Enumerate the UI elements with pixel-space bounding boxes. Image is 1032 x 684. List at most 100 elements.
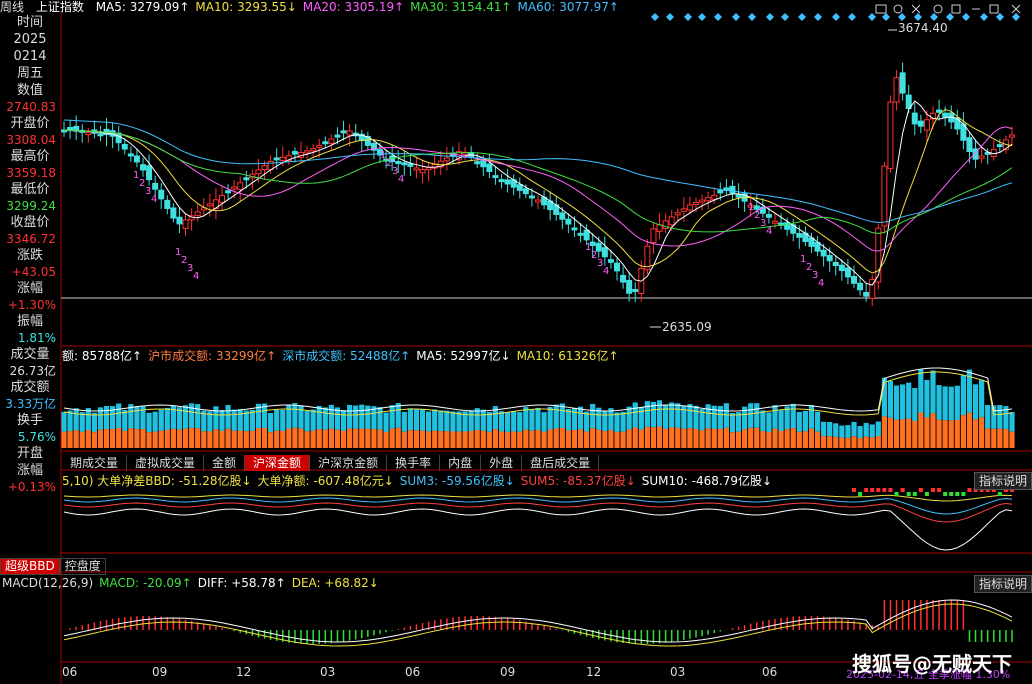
candle <box>869 274 876 307</box>
volume-bar-sz <box>164 407 170 430</box>
status-strip: 2025-02-14,五 全季涨幅 1.30% <box>846 668 1011 681</box>
date-value: 0214 <box>13 49 47 64</box>
candle <box>881 162 888 234</box>
volume-bar-sh <box>67 431 73 448</box>
indicator-tab-0[interactable]: 超级BBD <box>0 558 60 575</box>
eye-icon <box>933 4 943 14</box>
volume-legend-item-0: 额: 85788亿↑ <box>62 349 143 363</box>
volume-bar-sh <box>979 417 985 448</box>
volume-bar-sh <box>893 419 900 448</box>
chart-header: 周线 上证指数 MA5: 3279.09↑ MA10: 3293.55↓ MA20:… <box>0 0 1032 14</box>
toolbar-icon-row[interactable] <box>875 4 1021 14</box>
volume-bar-sz <box>189 403 195 428</box>
macd-legend: MACD(12,26,9) MACD: -20.09↑ DIFF: +58.78↑ D… <box>2 576 385 590</box>
volume-bar-sh <box>110 429 116 448</box>
volume-bar-sh <box>784 429 790 448</box>
candle <box>237 176 244 202</box>
volume-bar-sz <box>614 412 620 432</box>
volume-bar-sh <box>857 438 863 448</box>
macd-help-button[interactable]: 指标说明 <box>974 575 1032 593</box>
volume-tabs: 期成交量 虚拟成交量 金额 沪深金额 沪深京金额 换手率 内盘 外盘 盘后成交量 <box>62 452 600 471</box>
candle <box>79 124 86 143</box>
volume-bar-sh <box>705 428 711 448</box>
amp-label: 振幅 <box>16 314 43 329</box>
indicator-tab-1[interactable]: 控盘度 <box>59 558 106 575</box>
bbd-legend-item-1: 大单净额: -607.48亿元↓ <box>257 474 394 488</box>
candle <box>133 149 140 168</box>
candle <box>838 259 845 281</box>
candle <box>285 150 292 165</box>
volume-bar-sz <box>900 384 906 420</box>
volume-bar-sz <box>304 410 310 432</box>
volume-bar-sh <box>103 429 110 448</box>
indicator-help-button[interactable]: 指标说明 <box>974 472 1032 490</box>
volume-bar-sz <box>286 404 292 429</box>
bbd-bar <box>918 488 923 492</box>
signal-diamond <box>814 13 822 21</box>
volume-bar-sh <box>912 420 918 448</box>
candle <box>936 99 943 121</box>
tab-8[interactable]: 盘后成交量 <box>522 455 600 471</box>
volume-legend-item-2: 深市成交额: 52488亿↑ <box>282 349 411 363</box>
tab-7[interactable]: 外盘 <box>481 455 523 471</box>
volume-bar-sh <box>942 420 948 448</box>
volume-bar-sh <box>602 431 608 448</box>
volume-bar-sh <box>176 429 183 448</box>
volume-bar-sz <box>948 386 954 421</box>
period-tab[interactable]: 周线 <box>0 0 25 14</box>
volume-bar-sh <box>650 427 657 448</box>
candle <box>851 265 857 289</box>
volume-bar-sz <box>195 404 201 429</box>
volume-bar-sz <box>608 408 614 431</box>
tab-3[interactable]: 沪深金额 <box>245 455 311 471</box>
candle <box>711 187 718 205</box>
volume-bar-sz <box>565 408 571 431</box>
volume-bar-sh <box>723 427 729 448</box>
bbd-bar <box>961 492 966 496</box>
volume-bar-sh <box>754 427 760 448</box>
volume-bar-sh <box>432 430 438 448</box>
volume-bar-sh <box>748 427 754 448</box>
macd-legend-item-3: DEA: +68.82↓ <box>291 576 379 590</box>
candle <box>960 112 967 150</box>
volume-bar-sz <box>450 411 456 432</box>
candle <box>419 160 426 184</box>
candle <box>535 195 541 210</box>
volume-bar-sz <box>541 412 547 432</box>
low-value: 3299.24 <box>6 199 56 213</box>
tab-5[interactable]: 换手率 <box>387 455 441 471</box>
tab-6[interactable]: 内盘 <box>440 455 482 471</box>
volume-bar-sz <box>693 405 699 430</box>
candle <box>152 175 159 196</box>
tab-4[interactable]: 沪深京金额 <box>310 455 388 471</box>
volume-bar-sh <box>559 427 565 448</box>
amp-value: 1.81% <box>17 331 56 345</box>
volume-bar-sh <box>152 431 158 448</box>
signal-diamond <box>748 13 756 21</box>
candle <box>158 183 165 209</box>
candle <box>790 218 797 242</box>
tab-2[interactable]: 金额 <box>204 455 246 471</box>
tab-0[interactable]: 期成交量 <box>62 455 128 471</box>
tab-1[interactable]: 虚拟成交量 <box>127 455 205 471</box>
signal-diamond <box>732 13 740 21</box>
candle <box>194 204 201 222</box>
open-pct-label2: 涨幅 <box>16 463 43 478</box>
volume-bar-sz <box>535 407 541 430</box>
volume-bar-sz <box>383 412 389 433</box>
volume-bar-sz <box>231 409 237 431</box>
volume-bar-sz <box>632 402 638 428</box>
td-count-label: 4 <box>151 194 157 205</box>
volume-bar-sh <box>401 431 407 448</box>
x-axis-label: 09 <box>500 665 515 679</box>
volume-bar-sh <box>389 428 395 448</box>
candle <box>291 147 298 163</box>
toolbar-icons[interactable] <box>872 0 1032 14</box>
td-count-label: 3 <box>392 166 398 177</box>
volume-bar-sh <box>529 430 535 448</box>
volume-bar-sz <box>991 405 997 429</box>
volume-bar-sh <box>565 430 571 448</box>
volume-bar-sz <box>784 406 790 430</box>
volume-bar-sz <box>979 379 985 418</box>
